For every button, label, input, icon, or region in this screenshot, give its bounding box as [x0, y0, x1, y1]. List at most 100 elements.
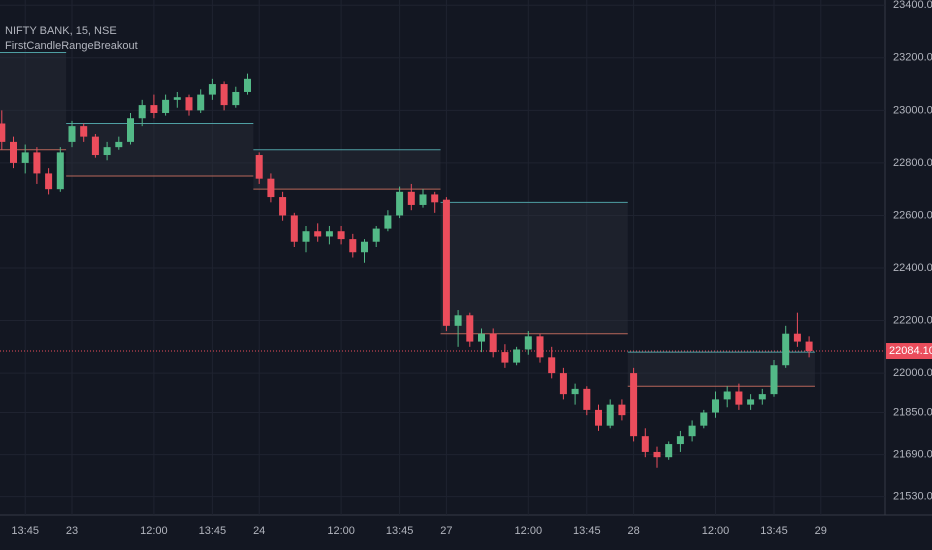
candle-body [361, 241, 368, 253]
candle-body [197, 94, 205, 111]
indicator-name: FirstCandleRangeBreakout [5, 40, 138, 52]
candle-body [419, 194, 427, 205]
candle-body [138, 105, 146, 119]
candle-body [524, 336, 532, 350]
x-tick-label: 23 [66, 525, 78, 537]
candle-body [712, 399, 719, 413]
candle-body [255, 155, 263, 179]
plot: 21530.00 21690.00 21850.00 22000.00 22200.00… [0, 0, 932, 537]
candle-body [559, 373, 567, 395]
y-tick-label: 23000.00 [893, 104, 932, 116]
candle-body [548, 357, 556, 374]
candle-body [653, 451, 661, 458]
last-price-label: 22084.10 [889, 345, 932, 357]
x-tick-label: 29 [815, 525, 827, 537]
x-tick-label: 13:45 [199, 525, 227, 537]
candle-body [583, 388, 591, 410]
candle-body [595, 409, 602, 426]
candle-body [478, 333, 485, 342]
y-tick-label: 22200.00 [893, 314, 932, 326]
candle-body [279, 197, 287, 216]
last-price-box [886, 343, 932, 360]
candle-body [150, 105, 158, 113]
candle-body [91, 136, 99, 156]
candle-body [325, 231, 333, 237]
candle-body [513, 349, 521, 363]
candle-body [676, 436, 684, 445]
candle-body [431, 194, 439, 203]
candle-body [290, 215, 298, 242]
candle-body [115, 141, 123, 148]
chart-title: NIFTY BANK, 15, NSE [5, 25, 117, 37]
x-tick-label: 27 [440, 525, 452, 537]
x-tick-label: 12:00 [140, 525, 168, 537]
candle-body [80, 126, 88, 137]
candle-body [162, 99, 170, 113]
candle-body [606, 404, 614, 426]
y-tick-label: 21850.00 [893, 406, 932, 418]
candle-body [805, 341, 813, 352]
candle-body [349, 239, 357, 253]
candle-body [127, 118, 134, 142]
candle-body [232, 91, 240, 106]
y-tick-label: 22800.00 [893, 157, 932, 169]
y-tick-label: 22400.00 [893, 262, 932, 274]
candle-body [454, 315, 462, 326]
candle-body [33, 152, 41, 174]
candle-body [267, 178, 275, 198]
y-tick-label: 23200.00 [893, 52, 932, 64]
candle-body [10, 141, 17, 163]
y-tick-label: 22600.00 [893, 209, 932, 221]
candle-body [220, 84, 228, 106]
candle-body [688, 425, 696, 437]
candle-body [407, 191, 415, 205]
candle-body [571, 388, 579, 395]
candle-body [442, 199, 450, 326]
x-tick-label: 12:00 [327, 525, 355, 537]
x-tick-label: 13:45 [11, 525, 39, 537]
candle-body [21, 152, 29, 163]
y-tick-label: 21530.00 [893, 491, 932, 503]
y-tick-label: 23400.00 [893, 0, 932, 11]
candle-body [501, 352, 509, 363]
candle-body [173, 97, 181, 100]
candle-body [700, 412, 708, 426]
candle-body [56, 152, 64, 190]
candle-body [314, 231, 322, 237]
candle-body [782, 333, 790, 366]
candle-body [630, 373, 638, 437]
candle-body [208, 84, 216, 95]
candle-body [45, 173, 53, 190]
candle-body [793, 333, 801, 342]
x-tick-label: 12:00 [515, 525, 543, 537]
range-fill [0, 52, 67, 150]
range-fill [440, 202, 628, 334]
x-tick-label: 12:00 [702, 525, 730, 537]
x-tick-label: 28 [627, 525, 639, 537]
candle-body [735, 391, 743, 405]
candle-body [384, 215, 392, 229]
x-tick-label: 13:45 [573, 525, 601, 537]
range-fill [253, 149, 441, 190]
candle-body [758, 394, 766, 400]
candle-body [302, 231, 310, 242]
candle-body [185, 97, 193, 111]
candle-body [337, 231, 345, 240]
y-tick-label: 21690.00 [893, 448, 932, 460]
candle-body [244, 78, 251, 92]
x-tick-label: 24 [253, 525, 265, 537]
candle-body [770, 365, 778, 395]
candle-body [747, 399, 755, 405]
candle-body [396, 191, 404, 216]
candle-body [665, 444, 673, 458]
candle-body [489, 333, 497, 353]
candle-body [372, 228, 380, 242]
candle-body [466, 315, 474, 342]
candle-body [0, 123, 6, 142]
candle-body [723, 391, 731, 400]
candle-body [641, 436, 649, 452]
candle-body [618, 404, 626, 416]
candle-body [103, 147, 111, 156]
